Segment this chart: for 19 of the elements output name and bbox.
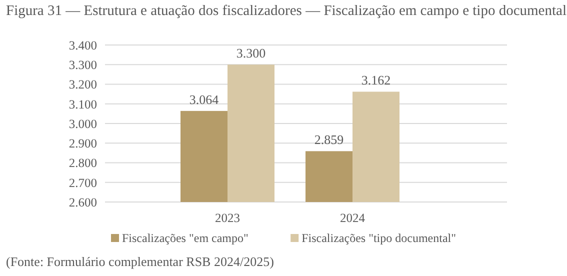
- chart-title: Figura 31 — Estrutura e atuação dos fiscalizadores — Fiscalização em campo e tipo documental: [6, 3, 566, 19]
- x-tick-label: 2024: [340, 211, 366, 225]
- legend-label: Fiscalizações "em campo": [122, 231, 249, 246]
- y-tick-label: 3.400: [68, 38, 97, 52]
- text: (Fonte: Formulário complementar RSB 2024/2025): [6, 254, 274, 269]
- y-tick-label: 2.600: [68, 195, 97, 210]
- y-tick-label: 3.000: [68, 116, 97, 131]
- data-label: 3.162: [361, 72, 391, 88]
- data-label: 2.859: [314, 132, 344, 148]
- y-tick-label: 2.700: [68, 176, 97, 190]
- y-tick-label: 2.800: [68, 156, 97, 170]
- data-label: 3.064: [189, 92, 220, 107]
- y-tick-label: 3.200: [68, 78, 97, 92]
- legend-label: Fiscalizações "tipo documental": [302, 231, 456, 246]
- data-label: 3.300: [236, 46, 266, 61]
- x-tick-label: 2023: [215, 211, 240, 225]
- y-tick-label: 3.100: [68, 97, 97, 112]
- y-tick-label: 2.900: [68, 136, 97, 150]
- y-tick-label: 3.300: [68, 58, 97, 72]
